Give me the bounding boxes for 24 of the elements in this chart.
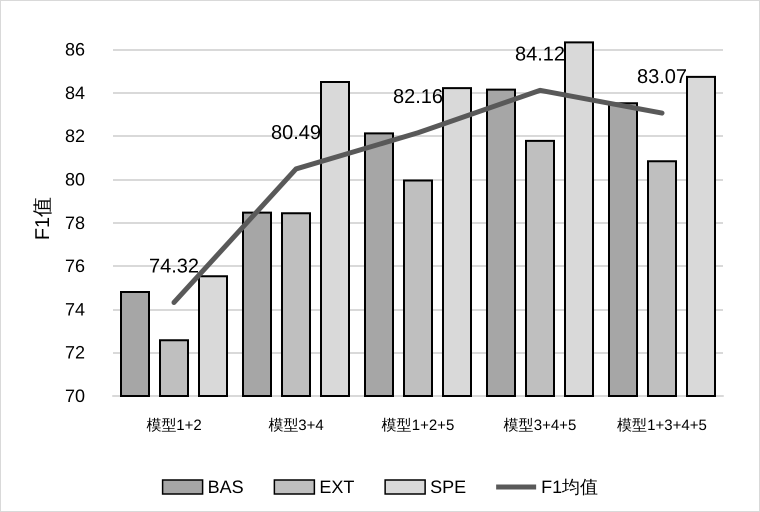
- x-tick-label: 模型3+4: [268, 417, 324, 434]
- x-tick-label: 模型1+2+5: [382, 417, 454, 434]
- data-label: 84.12: [514, 43, 566, 66]
- x-tick-label: 模型1+3+4+5: [617, 417, 707, 434]
- y-tick-label: 86: [64, 40, 85, 60]
- y-tick-label: 70: [64, 386, 85, 406]
- x-tick-label: 模型1+2: [146, 417, 202, 434]
- y-tick-label: 76: [64, 256, 85, 276]
- y-tick-label: 74: [64, 299, 85, 320]
- y-tick-label: 82: [64, 126, 85, 146]
- data-label: 82.16: [392, 86, 444, 108]
- y-tick-label: 80: [64, 170, 85, 190]
- legend-label: BAS: [208, 477, 244, 497]
- y-axis-title: F1值: [32, 196, 54, 240]
- legend-label: F1均值: [541, 477, 598, 497]
- data-label: 80.49: [270, 122, 322, 144]
- y-tick-label: 72: [64, 342, 85, 363]
- data-label: 74.32: [148, 255, 200, 278]
- x-tick-label: 模型3+4+5: [504, 417, 576, 434]
- y-tick-label: 78: [64, 212, 85, 233]
- legend-label: EXT: [319, 477, 354, 497]
- data-label: 83.07: [636, 66, 688, 88]
- y-tick-label: 84: [64, 82, 85, 103]
- legend-label: SPE: [430, 477, 466, 497]
